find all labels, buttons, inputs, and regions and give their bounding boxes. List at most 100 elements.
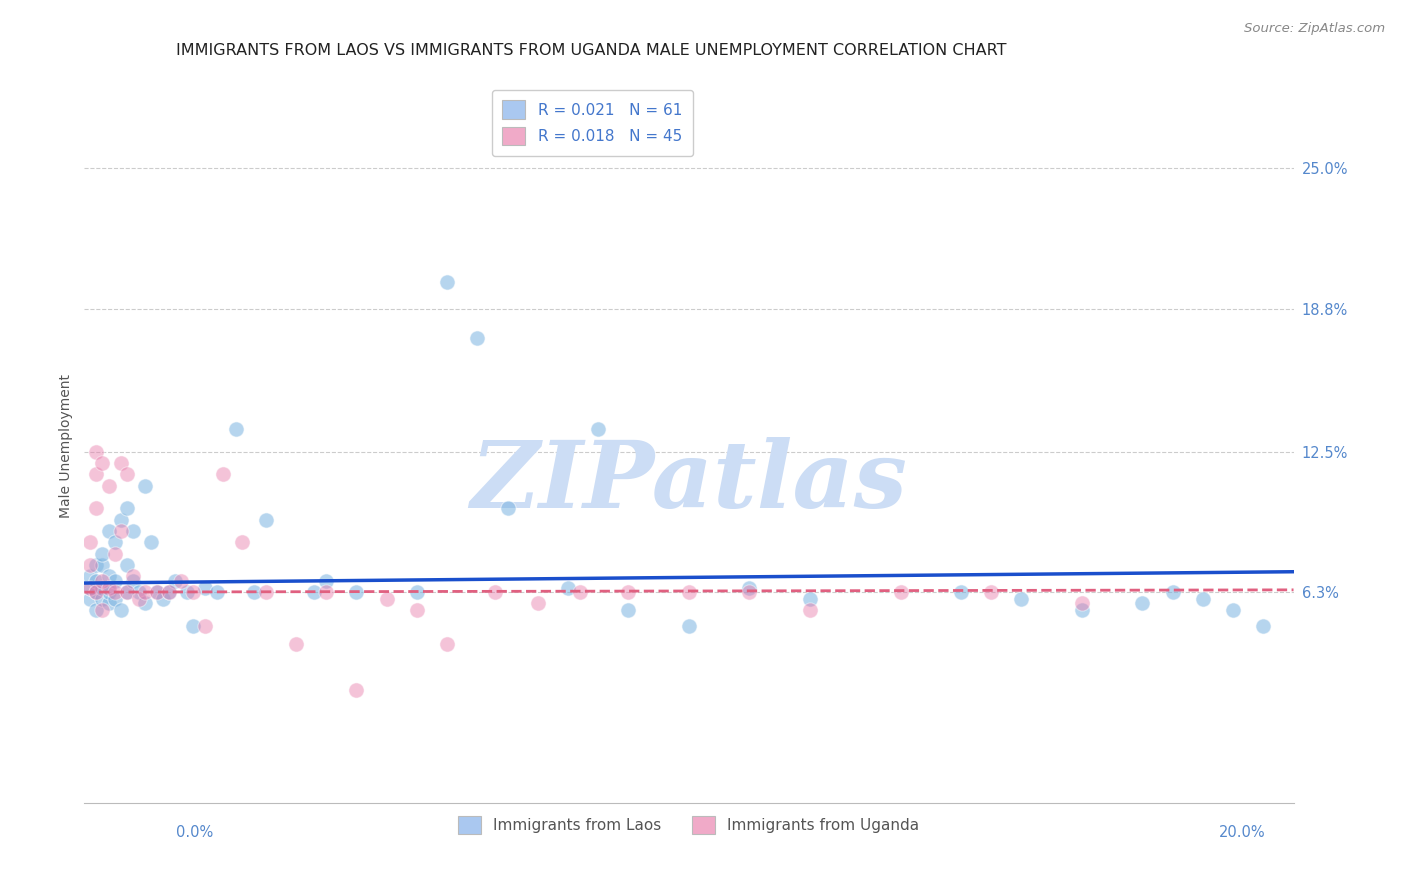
Point — [212, 467, 235, 482]
Point — [115, 467, 138, 482]
Point — [157, 585, 180, 599]
Point — [890, 585, 912, 599]
Point — [104, 585, 127, 599]
Point — [139, 535, 162, 549]
Point — [285, 637, 308, 651]
Point — [254, 513, 277, 527]
Text: ZIPatlas: ZIPatlas — [471, 437, 907, 526]
Point — [104, 574, 127, 588]
Point — [315, 574, 337, 588]
Point — [79, 558, 101, 572]
Point — [617, 603, 640, 617]
Point — [134, 585, 156, 599]
Point — [1071, 597, 1094, 611]
Point — [146, 585, 169, 599]
Point — [146, 585, 169, 599]
Text: 20.0%: 20.0% — [1219, 825, 1265, 840]
Point — [225, 422, 247, 436]
Point — [557, 581, 579, 595]
Point — [1253, 619, 1275, 633]
Point — [980, 585, 1002, 599]
Point — [1222, 603, 1244, 617]
Point — [678, 585, 700, 599]
Point — [678, 619, 700, 633]
Text: Source: ZipAtlas.com: Source: ZipAtlas.com — [1244, 22, 1385, 36]
Point — [91, 558, 114, 572]
Point — [115, 558, 138, 572]
Point — [110, 524, 132, 538]
Point — [115, 585, 138, 599]
Point — [121, 524, 143, 538]
Point — [110, 513, 132, 527]
Point — [104, 535, 127, 549]
Point — [436, 275, 458, 289]
Point — [231, 535, 253, 549]
Point — [1011, 591, 1033, 606]
Point — [97, 478, 120, 492]
Point — [346, 585, 368, 599]
Point — [86, 585, 108, 599]
Point — [97, 585, 120, 599]
Point — [128, 585, 150, 599]
Point — [181, 585, 204, 599]
Point — [110, 456, 132, 470]
Point — [86, 444, 108, 458]
Point — [79, 535, 101, 549]
Point — [79, 569, 101, 583]
Point — [738, 585, 761, 599]
Point — [1161, 585, 1184, 599]
Point — [128, 591, 150, 606]
Point — [110, 603, 132, 617]
Point — [1130, 597, 1153, 611]
Point — [152, 591, 174, 606]
Point — [302, 585, 325, 599]
Point — [346, 682, 368, 697]
Point — [86, 585, 108, 599]
Point — [121, 574, 143, 588]
Point — [104, 547, 127, 561]
Point — [484, 585, 506, 599]
Point — [91, 456, 114, 470]
Point — [242, 585, 264, 599]
Point — [1071, 603, 1094, 617]
Point — [569, 585, 592, 599]
Point — [799, 603, 821, 617]
Point — [799, 591, 821, 606]
Point — [617, 585, 640, 599]
Point — [121, 569, 143, 583]
Point — [86, 574, 108, 588]
Point — [467, 331, 489, 345]
Point — [170, 574, 193, 588]
Point — [97, 597, 120, 611]
Point — [254, 585, 277, 599]
Point — [97, 581, 120, 595]
Point — [375, 591, 398, 606]
Point — [165, 574, 187, 588]
Point — [91, 581, 114, 595]
Point — [79, 591, 101, 606]
Point — [79, 581, 101, 595]
Point — [181, 619, 204, 633]
Point — [86, 501, 108, 516]
Text: IMMIGRANTS FROM LAOS VS IMMIGRANTS FROM UGANDA MALE UNEMPLOYMENT CORRELATION CHA: IMMIGRANTS FROM LAOS VS IMMIGRANTS FROM … — [176, 43, 1007, 58]
Point — [406, 585, 429, 599]
Point — [86, 603, 108, 617]
Legend: Immigrants from Laos, Immigrants from Uganda: Immigrants from Laos, Immigrants from Ug… — [447, 805, 931, 845]
Point — [157, 585, 180, 599]
Point — [97, 569, 120, 583]
Point — [527, 597, 550, 611]
Point — [588, 422, 610, 436]
Point — [79, 581, 101, 595]
Point — [207, 585, 229, 599]
Point — [194, 619, 217, 633]
Point — [91, 574, 114, 588]
Point — [86, 467, 108, 482]
Point — [315, 585, 337, 599]
Point — [91, 547, 114, 561]
Point — [97, 524, 120, 538]
Point — [91, 603, 114, 617]
Text: 0.0%: 0.0% — [176, 825, 212, 840]
Point — [738, 581, 761, 595]
Point — [496, 501, 519, 516]
Point — [115, 501, 138, 516]
